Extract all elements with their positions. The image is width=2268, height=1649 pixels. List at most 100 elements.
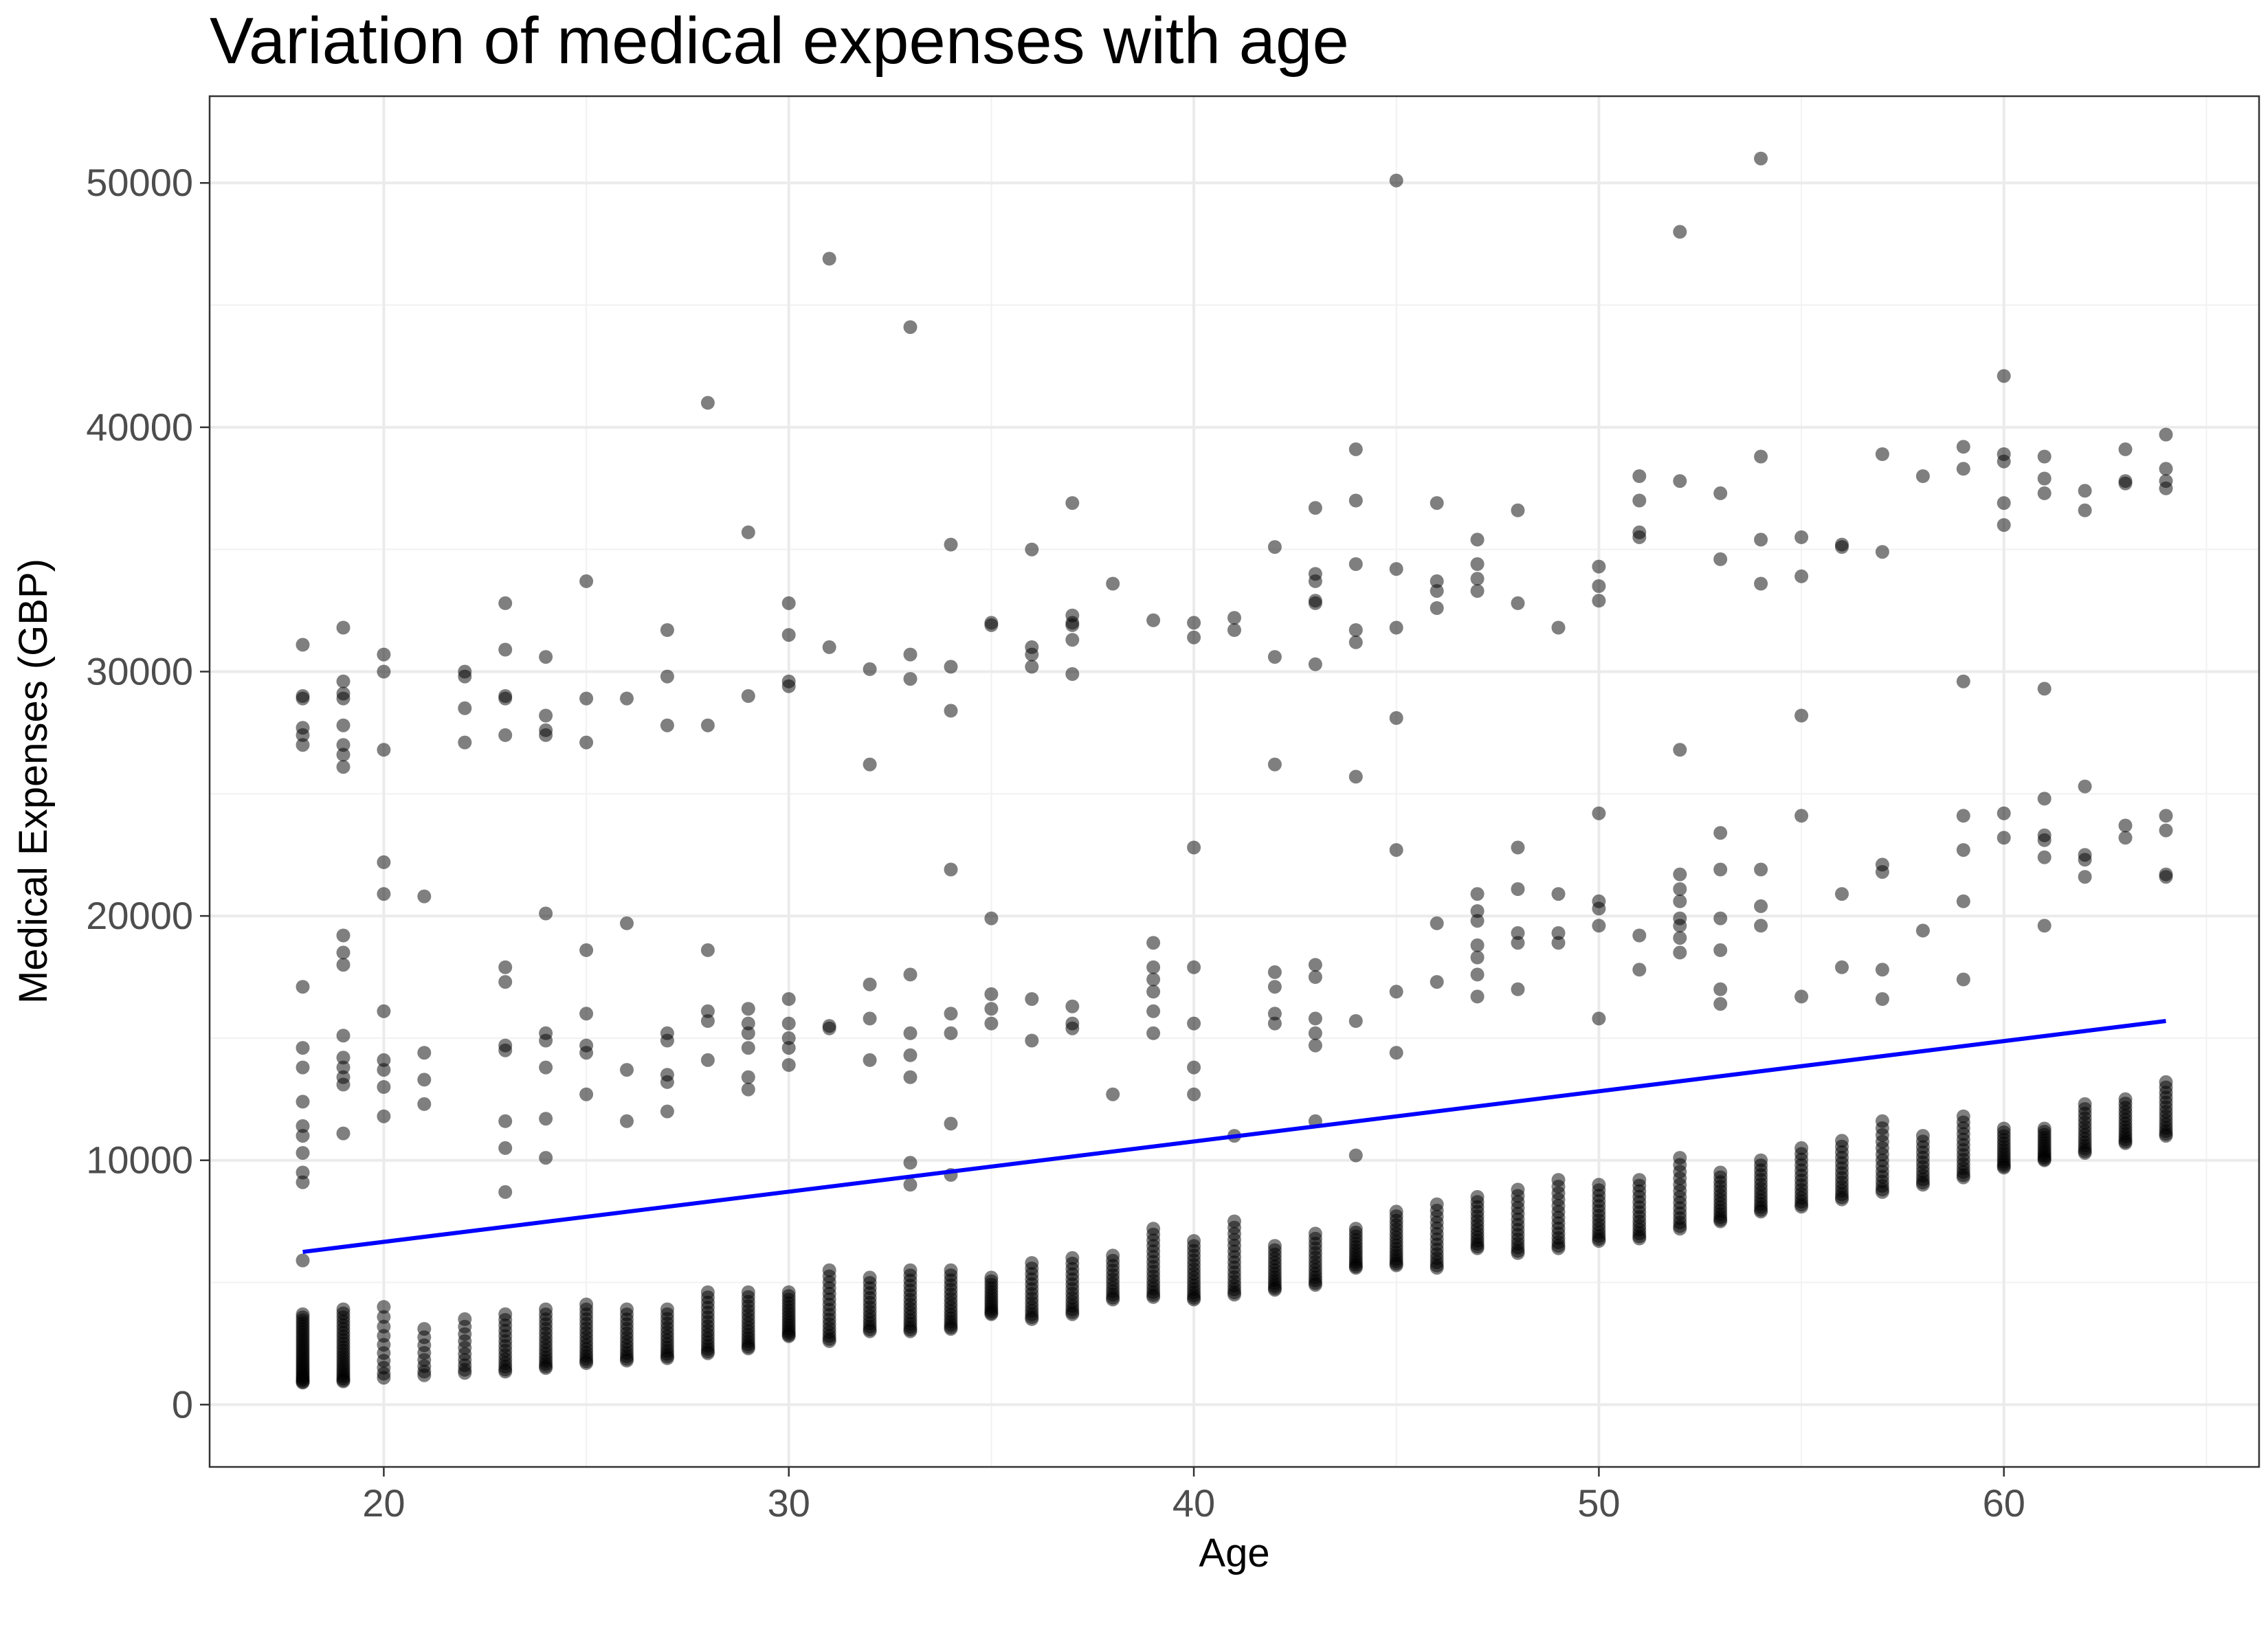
data-point xyxy=(2078,853,2092,867)
data-point xyxy=(1875,992,1889,1006)
data-point xyxy=(1551,926,1566,940)
data-point xyxy=(1430,1197,1444,1211)
data-point xyxy=(1389,1046,1403,1060)
data-point xyxy=(579,691,594,706)
data-point xyxy=(1794,530,1809,544)
data-point xyxy=(1348,1148,1363,1163)
data-point xyxy=(498,1043,513,1057)
data-point xyxy=(1187,1060,1201,1075)
data-point xyxy=(660,669,674,684)
data-point xyxy=(903,320,918,335)
data-point xyxy=(1673,894,1687,908)
data-point xyxy=(903,647,918,662)
data-point xyxy=(2159,823,2173,838)
data-point xyxy=(1227,1214,1241,1229)
data-point xyxy=(660,1104,674,1119)
data-point xyxy=(1956,462,1970,476)
data-point xyxy=(1956,894,1970,908)
data-point xyxy=(1632,469,1647,483)
data-point xyxy=(1713,826,1728,840)
data-point xyxy=(1146,936,1161,950)
data-point xyxy=(2078,779,2092,794)
data-point xyxy=(903,1026,918,1040)
data-point xyxy=(1389,711,1403,725)
data-point xyxy=(1632,1173,1647,1187)
data-point xyxy=(336,620,351,635)
data-point xyxy=(944,862,958,877)
data-point xyxy=(1875,545,1889,559)
data-point xyxy=(863,1011,877,1026)
data-point xyxy=(863,1270,877,1285)
data-point xyxy=(1267,1016,1282,1031)
data-point xyxy=(417,1322,432,1336)
data-point xyxy=(2159,809,2173,823)
data-point xyxy=(1308,501,1322,515)
data-point xyxy=(1308,1226,1322,1241)
data-point xyxy=(539,708,553,723)
data-point xyxy=(2078,484,2092,498)
data-point xyxy=(1267,1239,1282,1253)
data-point xyxy=(741,1070,755,1084)
data-point xyxy=(2159,1075,2173,1089)
data-point xyxy=(1348,493,1363,508)
data-point xyxy=(1754,576,1768,591)
data-point xyxy=(296,1095,310,1109)
data-point xyxy=(1997,369,2011,383)
data-point xyxy=(741,1041,755,1055)
y-tick-label: 20000 xyxy=(86,894,193,937)
data-point xyxy=(1187,1234,1201,1248)
data-point xyxy=(620,1302,634,1316)
data-point xyxy=(579,574,594,588)
data-point xyxy=(1794,809,1809,823)
data-point xyxy=(1348,770,1363,784)
data-point xyxy=(1551,620,1566,635)
data-point xyxy=(2159,870,2173,884)
data-point xyxy=(781,679,796,693)
data-point xyxy=(1754,449,1768,464)
data-point xyxy=(1146,985,1161,999)
data-point xyxy=(377,664,391,679)
data-point xyxy=(1673,931,1687,945)
data-point xyxy=(741,689,755,703)
data-point xyxy=(903,1178,918,1192)
data-point xyxy=(336,748,351,762)
data-point xyxy=(2037,471,2052,486)
data-point xyxy=(1389,843,1403,857)
data-point xyxy=(781,1058,796,1072)
data-point xyxy=(498,960,513,974)
data-point xyxy=(1065,618,1080,632)
data-point xyxy=(700,943,715,957)
data-point xyxy=(1754,919,1768,933)
data-point xyxy=(377,1319,391,1334)
data-point xyxy=(296,1060,310,1075)
x-axis-title: Age xyxy=(1199,1531,1269,1575)
data-point xyxy=(1308,1026,1322,1040)
data-point xyxy=(1592,919,1606,933)
y-tick-label: 40000 xyxy=(86,405,193,449)
data-point xyxy=(377,1080,391,1094)
data-point xyxy=(700,1285,715,1299)
data-point xyxy=(984,1270,999,1285)
plot-border xyxy=(208,95,2260,1468)
data-point xyxy=(2037,682,2052,696)
data-point xyxy=(336,674,351,688)
data-point xyxy=(1187,840,1201,855)
data-point xyxy=(1956,440,1970,454)
data-point xyxy=(296,1165,310,1180)
data-point xyxy=(781,1285,796,1299)
data-point xyxy=(1106,1248,1120,1263)
trend-line-group xyxy=(302,1019,2166,1255)
data-point xyxy=(417,1046,432,1060)
data-point xyxy=(377,887,391,901)
data-point xyxy=(944,1026,958,1040)
data-point xyxy=(1511,503,1525,517)
data-point xyxy=(2118,442,2133,456)
data-point xyxy=(296,1119,310,1133)
data-point xyxy=(377,1004,391,1018)
data-point xyxy=(1389,985,1403,999)
data-point xyxy=(1875,1114,1889,1128)
data-point xyxy=(336,1029,351,1043)
data-point xyxy=(1470,532,1485,547)
data-point xyxy=(1956,843,1970,857)
data-point xyxy=(1470,989,1485,1004)
